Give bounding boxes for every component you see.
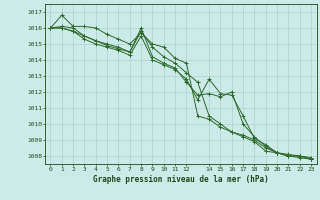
X-axis label: Graphe pression niveau de la mer (hPa): Graphe pression niveau de la mer (hPa) — [93, 175, 269, 184]
